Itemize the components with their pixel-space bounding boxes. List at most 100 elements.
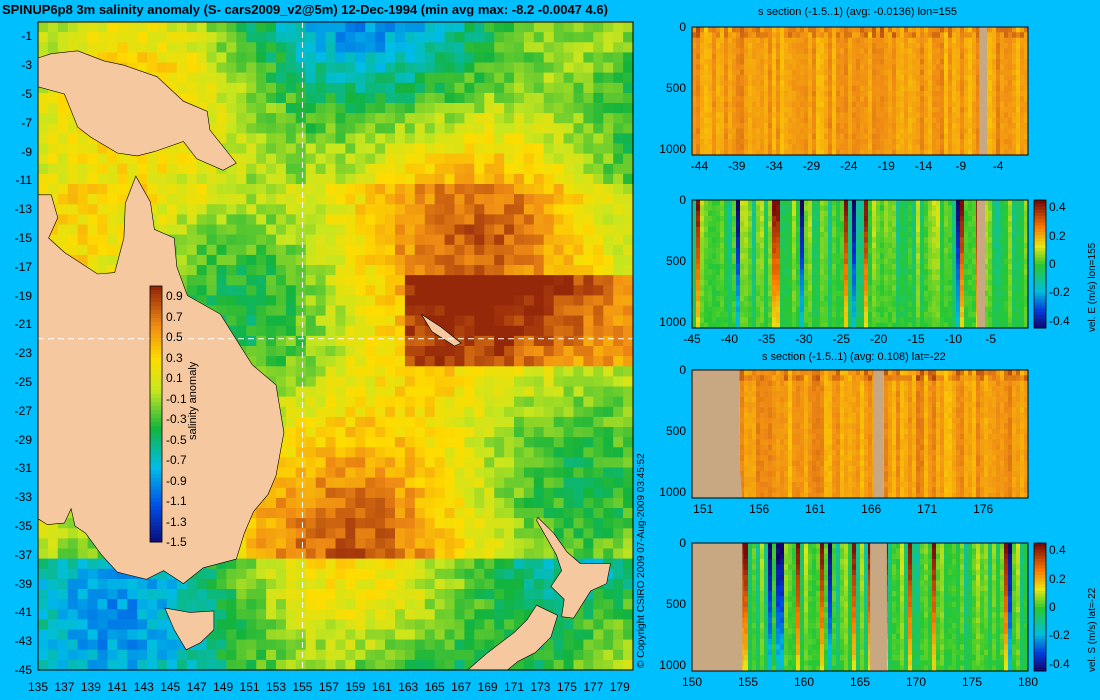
section-cell	[788, 107, 793, 113]
map-cell	[315, 376, 327, 388]
map-cell	[494, 275, 505, 286]
map-cell	[38, 528, 49, 539]
section-cell	[732, 91, 737, 97]
section-cell	[784, 27, 789, 33]
map-cell	[404, 568, 416, 580]
map-cell	[47, 153, 59, 165]
section-cell	[752, 123, 757, 129]
map-cell	[385, 518, 396, 529]
section-cell	[856, 101, 861, 108]
map-cell	[563, 659, 575, 671]
map-cell	[504, 254, 515, 266]
map-cell	[365, 153, 376, 165]
colorbar-segment	[150, 422, 162, 427]
map-cell	[454, 568, 465, 580]
section-cell	[708, 139, 713, 145]
map-cell	[355, 42, 366, 53]
section-cell	[788, 48, 793, 55]
map-cell	[583, 82, 594, 94]
map-cell	[404, 42, 416, 53]
map-cell	[593, 629, 604, 641]
map-cell	[434, 52, 446, 64]
section-cell	[824, 85, 829, 92]
map-cell	[464, 275, 475, 286]
section-cell	[692, 48, 697, 55]
map-cell	[454, 629, 465, 641]
map-cell	[325, 508, 337, 519]
map-cell	[504, 143, 515, 155]
map-x-tick: 147	[186, 680, 207, 694]
map-cell	[434, 578, 446, 590]
map-cell	[335, 518, 346, 529]
map-cell	[47, 194, 59, 205]
section-cell	[792, 133, 797, 140]
map-cell	[434, 335, 446, 347]
map-cell	[523, 659, 535, 671]
map-cell	[295, 649, 307, 661]
map-cell	[295, 72, 307, 84]
map-cell	[335, 447, 346, 458]
map-cell	[166, 578, 178, 590]
map-cell	[484, 184, 495, 195]
section-cell	[744, 139, 749, 145]
salinity-colorbar-tick: -0.9	[166, 473, 187, 488]
map-cell	[385, 325, 396, 337]
map-cell	[305, 649, 317, 661]
map-cell	[553, 335, 565, 347]
section-cell	[828, 128, 833, 135]
map-cell	[504, 42, 515, 53]
section-cell	[760, 107, 765, 113]
map-cell	[454, 457, 465, 469]
section-cell	[808, 123, 813, 129]
map-cell	[325, 538, 337, 550]
section-cell	[772, 43, 777, 49]
map-cell	[573, 254, 584, 266]
section-cell	[704, 85, 709, 92]
map-cell	[414, 528, 426, 539]
map-cell	[533, 335, 545, 347]
map-cell	[623, 123, 634, 134]
map-cell	[176, 649, 188, 661]
map-cell	[47, 234, 59, 246]
section-cell	[724, 133, 729, 140]
map-cell	[613, 629, 624, 641]
section-cell	[820, 112, 825, 119]
map-cell	[523, 376, 535, 388]
map-cell	[186, 265, 198, 276]
map-cell	[514, 508, 525, 519]
map-cell	[464, 376, 475, 388]
map-cell	[67, 173, 79, 185]
section-cell	[720, 64, 725, 71]
section-cell	[736, 96, 741, 103]
section-cell	[816, 139, 821, 145]
map-cell	[444, 406, 456, 418]
section-cell	[744, 80, 749, 87]
map-cell	[196, 72, 208, 84]
map-cell	[533, 214, 545, 226]
map-cell	[206, 173, 218, 185]
section-cell	[756, 53, 761, 60]
section-cell	[760, 144, 765, 151]
map-cell	[285, 194, 297, 205]
map-cell	[355, 224, 366, 236]
map-cell	[325, 214, 337, 226]
map-cell	[345, 649, 356, 661]
map-cell	[345, 244, 356, 256]
map-cell	[266, 558, 277, 570]
map-cell	[57, 528, 69, 539]
map-cell	[276, 244, 287, 256]
map-cell	[613, 52, 624, 64]
map-cell	[236, 335, 247, 347]
section-cell	[768, 80, 773, 87]
section-cell	[700, 64, 705, 71]
map-cell	[543, 437, 555, 448]
map-cell	[157, 204, 168, 215]
map-cell	[325, 396, 337, 408]
map-cell	[424, 265, 436, 276]
map-cell	[543, 558, 555, 570]
section-cell	[716, 37, 721, 44]
map-cell	[464, 497, 475, 509]
map-cell	[38, 518, 49, 529]
map-cell	[365, 82, 376, 94]
map-cell	[147, 639, 158, 651]
